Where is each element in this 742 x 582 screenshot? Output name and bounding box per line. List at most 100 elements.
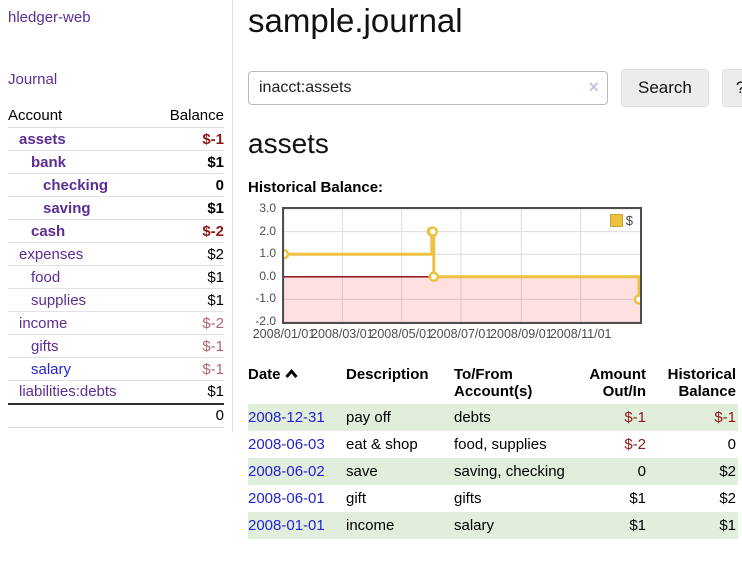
account-row-cash: cash $-2 bbox=[8, 219, 224, 243]
account-row-liabilities-debts: liabilities:debts $1 bbox=[8, 380, 224, 404]
y-tick-label: 3.0 bbox=[259, 201, 276, 215]
search-button[interactable]: Search bbox=[621, 69, 709, 107]
account-row-checking: checking 0 bbox=[8, 173, 224, 197]
account-link-checking[interactable]: checking bbox=[43, 176, 109, 194]
register-header-row: Date Description To/From Account(s) Amou… bbox=[248, 364, 738, 404]
account-link-assets[interactable]: assets bbox=[19, 130, 66, 148]
transaction-balance: $2 bbox=[719, 463, 736, 480]
account-link-saving[interactable]: saving bbox=[43, 199, 91, 217]
account-link-bank[interactable]: bank bbox=[31, 153, 67, 171]
account-balance: $-2 bbox=[152, 311, 224, 335]
balance-chart: 3.0 2.0 1.0 0.0 -1.0 -2.0 $ 2008/01/01 2008/03… bbox=[248, 201, 742, 345]
account-balance: $-1 bbox=[202, 130, 224, 148]
y-tick-label: 1.0 bbox=[259, 246, 276, 261]
account-balance: $1 bbox=[152, 265, 224, 289]
search-form: × Search ? bbox=[248, 69, 742, 107]
register-row: 2008-01-01 income salary $1 $1 bbox=[248, 512, 738, 539]
account-balance: $1 bbox=[152, 150, 224, 174]
x-tick-label: 2008/09/01 bbox=[490, 327, 553, 341]
account-row-gifts: gifts $-1 bbox=[8, 334, 224, 358]
account-link-supplies[interactable]: supplies bbox=[31, 291, 87, 309]
accounts-header-balance: Balance bbox=[152, 105, 224, 128]
transaction-description: gift bbox=[346, 490, 367, 507]
transaction-description: save bbox=[346, 463, 378, 480]
x-tick-label: 2008/05/01 bbox=[370, 327, 433, 341]
sidebar: hledger-web Journal Account Balance asse… bbox=[0, 0, 233, 432]
account-link-salary[interactable]: salary bbox=[31, 360, 72, 378]
transaction-balance: 0 bbox=[727, 436, 736, 453]
y-axis-labels: 3.0 2.0 1.0 0.0 -1.0 -2.0 bbox=[248, 201, 276, 328]
x-tick-label: 2008/07/01 bbox=[429, 327, 493, 341]
transaction-accounts: gifts bbox=[454, 490, 482, 507]
transaction-balance: $1 bbox=[719, 517, 736, 534]
x-tick-label: 2008/11/01 bbox=[549, 327, 612, 341]
date-header-label: Date bbox=[248, 366, 281, 383]
accounts-header-account: Account bbox=[8, 105, 153, 128]
account-link-gifts[interactable]: gifts bbox=[31, 337, 59, 355]
chart-legend: $ bbox=[607, 212, 635, 229]
transaction-amount: $-2 bbox=[624, 436, 646, 453]
balance-chart-svg bbox=[284, 209, 640, 322]
account-row-expenses: expenses $2 bbox=[8, 242, 224, 266]
register-row: 2008-06-01 gift gifts $1 $2 bbox=[248, 485, 738, 512]
account-link-liabilities-debts[interactable]: liabilities:debts bbox=[19, 383, 117, 401]
transaction-date-link[interactable]: 2008-06-01 bbox=[248, 490, 325, 507]
account-row-salary: salary $-1 bbox=[8, 357, 224, 381]
transaction-accounts: salary bbox=[454, 517, 495, 534]
account-balance: $2 bbox=[152, 242, 224, 266]
account-row-income: income $-2 bbox=[8, 311, 224, 335]
account-balance: 0 bbox=[152, 173, 224, 197]
account-balance: $1 bbox=[152, 380, 224, 404]
account-balance: $-2 bbox=[152, 219, 224, 243]
account-row-saving: saving $1 bbox=[8, 196, 224, 220]
transaction-amount: $-1 bbox=[624, 409, 646, 426]
account-link-expenses[interactable]: expenses bbox=[19, 245, 84, 263]
account-row-assets: assets $-1 bbox=[8, 128, 224, 151]
transaction-date-link[interactable]: 2008-06-03 bbox=[248, 436, 325, 453]
page-title: sample.journal bbox=[248, 2, 463, 39]
help-button[interactable]: ? bbox=[721, 69, 742, 107]
register-header-accounts: To/From Account(s) bbox=[454, 366, 533, 400]
transaction-date-link[interactable]: 2008-12-31 bbox=[248, 409, 325, 426]
register-row: 2008-06-02 save saving, checking 0 $2 bbox=[248, 458, 738, 485]
transaction-accounts: food, supplies bbox=[454, 436, 547, 453]
register-header-balance: Historical Balance bbox=[667, 366, 736, 400]
transaction-amount: 0 bbox=[637, 463, 646, 480]
register-header-description: Description bbox=[346, 366, 429, 383]
clear-search-icon[interactable]: × bbox=[588, 77, 599, 97]
y-tick-label: 2.0 bbox=[259, 223, 276, 238]
app-layout: hledger-web Journal Account Balance asse… bbox=[0, 0, 742, 539]
chart-title: Historical Balance: bbox=[248, 179, 384, 196]
transaction-date-link[interactable]: 2008-01-01 bbox=[248, 517, 325, 534]
brand-link[interactable]: hledger-web bbox=[8, 9, 91, 26]
register-header-date[interactable]: Date bbox=[248, 364, 346, 404]
sidebar-item-journal[interactable]: Journal bbox=[8, 71, 58, 88]
transaction-amount: $1 bbox=[629, 517, 646, 534]
search-input[interactable] bbox=[248, 71, 608, 105]
legend-label: $ bbox=[625, 213, 633, 228]
account-link-cash[interactable]: cash bbox=[31, 222, 66, 240]
transaction-date-link[interactable]: 2008-06-02 bbox=[248, 463, 325, 480]
accounts-total-row: 0 bbox=[8, 402, 224, 428]
transaction-accounts: debts bbox=[454, 409, 491, 426]
x-tick-label: 2008/01/01 bbox=[252, 327, 316, 341]
register-header-amount: Amount Out/In bbox=[589, 366, 646, 400]
register-table: Date Description To/From Account(s) Amou… bbox=[248, 364, 738, 539]
account-link-income[interactable]: income bbox=[19, 314, 68, 332]
account-balance: $-1 bbox=[152, 334, 224, 358]
y-tick-label: -1.0 bbox=[255, 291, 276, 306]
search-box: × bbox=[248, 71, 608, 105]
transaction-description: pay off bbox=[346, 409, 391, 426]
main-content: sample.journal × Search ? assets Histori… bbox=[233, 0, 742, 539]
transaction-balance: $-1 bbox=[714, 409, 736, 426]
account-row-food: food $1 bbox=[8, 265, 224, 289]
legend-swatch bbox=[609, 214, 623, 227]
accounts-table: Account Balance assets $-1 bank $1 check… bbox=[8, 105, 224, 428]
account-row-supplies: supplies $1 bbox=[8, 288, 224, 312]
account-balance: $1 bbox=[152, 196, 224, 220]
y-tick-label: 0.0 bbox=[259, 268, 276, 283]
transaction-description: eat & shop bbox=[346, 436, 418, 453]
sort-ascending-icon bbox=[284, 368, 298, 378]
accounts-header-row: Account Balance bbox=[8, 105, 224, 128]
account-link-food[interactable]: food bbox=[31, 268, 61, 286]
